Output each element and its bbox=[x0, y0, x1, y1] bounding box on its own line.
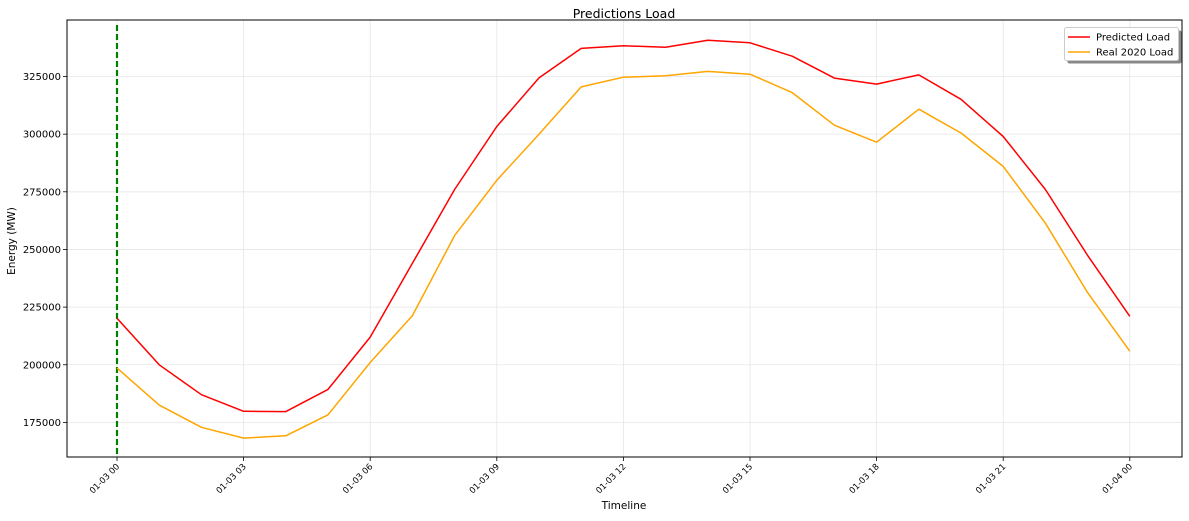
series-line bbox=[116, 70, 1131, 439]
x-tick-label: 01-03 00 bbox=[88, 462, 122, 496]
y-tick-label: 250000 bbox=[23, 245, 61, 256]
legend-label: Real 2020 Load bbox=[1096, 48, 1173, 59]
plot-frame bbox=[66, 19, 1183, 458]
x-tick-label: 01-03 03 bbox=[215, 462, 249, 496]
x-tick-label: 01-03 15 bbox=[721, 462, 755, 496]
x-tick-label: 01-03 21 bbox=[974, 462, 1008, 496]
x-tick-label: 01-03 12 bbox=[594, 462, 628, 496]
y-axis-label: Energy (MW) bbox=[6, 207, 18, 275]
legend: Predicted Load Real 2020 Load bbox=[1064, 27, 1182, 64]
legend-box bbox=[1064, 27, 1179, 61]
x-tick-label: 01-03 06 bbox=[341, 462, 375, 496]
y-tick-label: 225000 bbox=[23, 303, 61, 314]
x-axis-label: Timeline bbox=[601, 500, 647, 512]
chart-title: Predictions Load bbox=[573, 6, 676, 21]
y-tick-label: 175000 bbox=[23, 418, 61, 429]
x-tick-label: 01-03 18 bbox=[848, 462, 882, 496]
grid bbox=[67, 20, 1182, 457]
y-tick-label: 325000 bbox=[23, 72, 61, 83]
y-axis-ticks: 175000 200000 225000 250000 275000 300000 3250… bbox=[23, 72, 67, 429]
legend-items: Predicted Load Real 2020 Load bbox=[1068, 33, 1173, 59]
x-axis-ticks: 01-03 00 01-03 03 01-03 06 01-03 09 01-03 12… bbox=[88, 457, 1135, 496]
y-tick-label: 200000 bbox=[23, 360, 61, 371]
series-layer bbox=[116, 39, 1131, 439]
series-line bbox=[116, 39, 1131, 413]
x-tick-label: 01-03 09 bbox=[468, 462, 502, 496]
y-tick-label: 275000 bbox=[23, 187, 61, 198]
y-tick-label: 300000 bbox=[23, 130, 61, 141]
legend-label: Predicted Load bbox=[1096, 33, 1170, 44]
x-tick-label: 01-04 00 bbox=[1101, 462, 1135, 496]
